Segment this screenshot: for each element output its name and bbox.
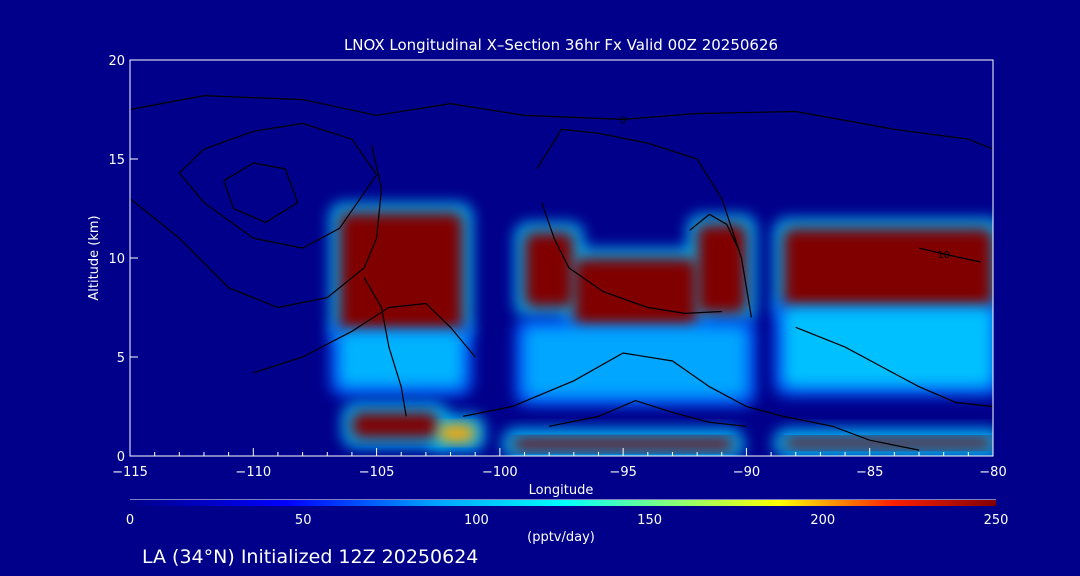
- heat-cell-2: [351, 412, 439, 439]
- colorbar-tick-label: 100: [464, 513, 489, 528]
- contour-line-8: [795, 326, 993, 408]
- x-tick-label: −95: [609, 465, 636, 480]
- colorbar-tick-label: 150: [637, 513, 662, 528]
- x-axis-label: Longitude: [529, 483, 594, 498]
- colorbar: 0 50 100 150 200 250 (pptv/day): [126, 499, 1009, 545]
- x-axis: −115 −110 −105 −100 −95 −90 −85 −80: [112, 448, 1007, 480]
- contour-line-5: [462, 352, 920, 451]
- colorbar-ticks: 0 50 100 150 200 250: [126, 513, 1009, 528]
- colorbar-tick-label: 50: [295, 513, 312, 528]
- y-tick-label: 15: [108, 153, 125, 168]
- heat-cell-10: [783, 307, 993, 387]
- heat-cell-9: [783, 228, 993, 308]
- heat-cell-3: [438, 424, 476, 443]
- colorbar-tick-label: 0: [126, 513, 134, 528]
- x-tick-label: −115: [112, 465, 148, 480]
- contour-line-0: [130, 94, 993, 150]
- plot-area: 0 10: [129, 59, 994, 457]
- heat-cell-6: [697, 224, 747, 314]
- heatmap-layer: [329, 202, 993, 456]
- y-tick-label: 10: [108, 252, 125, 267]
- x-tick-label: −110: [235, 465, 271, 480]
- colorbar-tick-label: 250: [984, 513, 1009, 528]
- heat-cell-4: [524, 232, 574, 308]
- contour-line-6: [549, 399, 747, 427]
- contour-line-12: [918, 247, 981, 263]
- x-tick-label: −90: [733, 465, 760, 480]
- heat-cell-0: [339, 212, 463, 332]
- contour-line-10: [541, 202, 722, 315]
- x-tick-label: −85: [856, 465, 883, 480]
- heat-cell-5: [573, 258, 698, 328]
- contour-label-12: 10: [937, 250, 950, 261]
- y-axis-label: Altitude (km): [87, 215, 102, 300]
- contour-line-4: [253, 302, 476, 374]
- x-tick-label: −100: [482, 465, 518, 480]
- y-tick-label: 20: [108, 54, 125, 69]
- y-tick-label: 5: [117, 351, 125, 366]
- heat-cell-8: [512, 438, 735, 451]
- contour-line-2: [223, 162, 299, 224]
- colorbar-tick-label: 200: [810, 513, 835, 528]
- contour-label-0: 0: [620, 115, 626, 126]
- chart-title: LNOX Longitudinal X–Section 36hr Fx Vali…: [344, 36, 778, 54]
- colorbar-gradient: [130, 500, 996, 506]
- heat-cell-7: [524, 327, 747, 397]
- heat-cell-11: [783, 438, 993, 449]
- x-tick-label: −105: [359, 465, 395, 480]
- x-tick-label: −80: [979, 465, 1006, 480]
- footer-initialized-text: LA (34°N) Initialized 12Z 20250624: [142, 546, 478, 568]
- heat-cell-1: [339, 331, 463, 387]
- y-tick-label: 0: [117, 450, 125, 465]
- y-axis: 0 5 10 15 20: [108, 54, 138, 465]
- contour-line-3: [130, 144, 383, 309]
- contour-layer: 0 10: [130, 94, 993, 451]
- colorbar-label: (pptv/day): [527, 530, 595, 545]
- contour-line-11: [689, 213, 740, 251]
- contour-line-1: [178, 122, 378, 249]
- contour-line-9: [363, 277, 407, 417]
